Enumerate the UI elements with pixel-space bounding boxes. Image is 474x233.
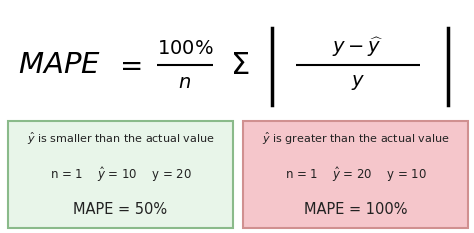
Text: $\Sigma$: $\Sigma$ bbox=[230, 51, 250, 79]
Text: $\mathit{MAPE}$: $\mathit{MAPE}$ bbox=[18, 51, 101, 79]
FancyBboxPatch shape bbox=[243, 121, 468, 228]
Text: $\mathit{n}$: $\mathit{n}$ bbox=[179, 72, 191, 92]
Text: $=$: $=$ bbox=[114, 51, 142, 79]
Text: $\hat{y}$ is smaller than the actual value: $\hat{y}$ is smaller than the actual val… bbox=[27, 131, 214, 147]
Text: MAPE = 50%: MAPE = 50% bbox=[73, 202, 168, 217]
Text: $\mathit{100\%}$: $\mathit{100\%}$ bbox=[156, 40, 213, 58]
Text: $\mathit{y} - \widehat{\mathit{y}}$: $\mathit{y} - \widehat{\mathit{y}}$ bbox=[332, 35, 383, 59]
Text: $\hat{y}$ is greater than the actual value: $\hat{y}$ is greater than the actual val… bbox=[262, 131, 449, 147]
Text: MAPE = 100%: MAPE = 100% bbox=[304, 202, 407, 217]
Text: $\mathit{y}$: $\mathit{y}$ bbox=[351, 73, 365, 93]
Text: n = 1    $\hat{y}$ = 10    y = 20: n = 1 $\hat{y}$ = 10 y = 20 bbox=[50, 165, 191, 184]
FancyBboxPatch shape bbox=[8, 121, 233, 228]
Text: n = 1    $\hat{y}$ = 20    y = 10: n = 1 $\hat{y}$ = 20 y = 10 bbox=[285, 165, 426, 184]
